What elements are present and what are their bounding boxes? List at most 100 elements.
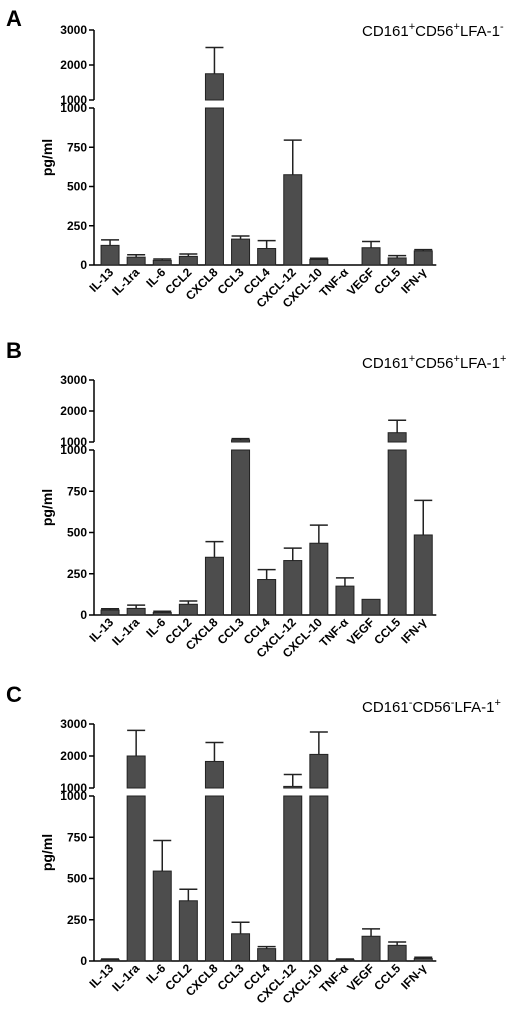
y-tick-label: 3000 — [60, 717, 87, 731]
bar — [361, 247, 381, 266]
x-tick-label: CCL5 — [371, 615, 403, 647]
x-tick-label: IL-1ra — [109, 265, 142, 298]
y-axis-label: pg/ml — [39, 834, 55, 871]
bar — [257, 248, 277, 266]
bar-upper-segment — [283, 785, 303, 789]
bar — [231, 238, 251, 266]
bar — [178, 255, 198, 266]
x-tick-label: VEGF — [344, 961, 377, 994]
bar — [387, 257, 407, 266]
bar — [100, 959, 120, 962]
x-tick-label: CCL3 — [215, 265, 247, 297]
bar — [413, 250, 433, 266]
y-tick-label: 1000 — [60, 781, 87, 795]
bar — [413, 534, 433, 616]
bar — [126, 256, 146, 266]
bar — [309, 795, 329, 962]
x-tick-label: VEGF — [344, 615, 377, 648]
y-tick-label: 500 — [67, 526, 87, 540]
x-tick-label: IL-1ra — [109, 615, 142, 648]
y-axis-label: pg/ml — [39, 139, 55, 176]
bar-upper-segment — [204, 760, 224, 789]
chart-panel-c: C CD161-CD56-LFA-1+ pg/ml 0 250 500 750 1000 100… — [0, 676, 520, 1018]
bar — [283, 174, 303, 266]
y-tick-label: 500 — [67, 872, 87, 886]
y-tick-label: 1000 — [60, 93, 87, 107]
y-tick-label: 250 — [67, 913, 87, 927]
y-tick-label: 750 — [67, 830, 87, 844]
x-tick-label: VEGF — [344, 265, 377, 298]
x-tick-label: IL-1ra — [109, 961, 142, 994]
bar — [178, 900, 198, 962]
bar — [178, 603, 198, 616]
bar-upper-segment — [204, 73, 224, 101]
y-tick-label: 250 — [67, 567, 87, 581]
bar — [100, 244, 120, 266]
bar — [257, 948, 277, 962]
bar-upper-segment — [231, 439, 251, 443]
bar — [335, 585, 355, 616]
bar — [309, 259, 329, 266]
bar — [387, 944, 407, 962]
y-tick-label: 0 — [80, 954, 87, 968]
y-tick-label: 750 — [67, 140, 87, 154]
y-tick-label: 0 — [80, 608, 87, 622]
x-tick-label: CCL5 — [371, 961, 403, 993]
bar — [126, 795, 146, 962]
bar — [204, 795, 224, 962]
bar — [361, 935, 381, 962]
x-tick-label: IFN-γ — [398, 961, 429, 992]
x-tick-label: CCL3 — [215, 615, 247, 647]
bar — [283, 560, 303, 616]
bar-upper-segment — [309, 753, 329, 789]
y-tick-label: 2000 — [60, 749, 87, 763]
x-tick-label: CCL5 — [371, 265, 403, 297]
y-tick-label: 1000 — [60, 101, 87, 115]
y-tick-label: 3000 — [60, 373, 87, 387]
y-tick-label: 1000 — [60, 435, 87, 449]
x-tick-label: CCL3 — [215, 961, 247, 993]
x-tick-label: IFN-γ — [398, 615, 429, 646]
y-tick-label: 750 — [67, 484, 87, 498]
bar — [204, 556, 224, 616]
panel-title: CD161-CD56-LFA-1+ — [362, 697, 501, 716]
bar — [361, 598, 381, 616]
bar — [152, 259, 172, 266]
x-tick-label: IFN-γ — [398, 265, 429, 296]
y-tick-label: 2000 — [60, 58, 87, 72]
y-tick-label: 2000 — [60, 404, 87, 418]
bar-chart-c: C CD161-CD56-LFA-1+ pg/ml 0 250 500 750 1000100… — [6, 682, 501, 1006]
bar-chart-b: B CD161+CD56+LFA-1+ pg/ml 0 250 500 750 1000100… — [6, 338, 506, 660]
bar — [309, 542, 329, 616]
panel-label: A — [6, 6, 22, 31]
y-tick-label: 1000 — [60, 443, 87, 457]
y-tick-label: 250 — [67, 219, 87, 233]
chart-panel-b: B CD161+CD56+LFA-1+ pg/ml 0 250 500 750 1000 100… — [0, 332, 520, 672]
y-tick-label: 0 — [80, 258, 87, 272]
bar — [257, 579, 277, 616]
x-tick-label: TNF-α — [317, 615, 352, 650]
bar-upper-segment — [387, 432, 407, 443]
bar — [231, 449, 251, 616]
bar — [204, 107, 224, 266]
panel-title: CD161+CD56+LFA-1- — [362, 21, 504, 40]
chart-panel-a: A CD161+CD56+LFA-1- pg/ml 0 250 500 750 1000 100… — [0, 0, 520, 330]
y-tick-label: 1000 — [60, 789, 87, 803]
y-tick-label: 3000 — [60, 23, 87, 37]
bar — [335, 959, 355, 962]
bar — [231, 933, 251, 962]
bar — [126, 607, 146, 616]
panel-label: B — [6, 338, 22, 363]
bar — [387, 449, 407, 616]
bar — [413, 958, 433, 962]
y-axis-label: pg/ml — [39, 489, 55, 526]
bar-chart-a: A CD161+CD56+LFA-1- pg/ml 0 250 500 750 1000100… — [6, 6, 504, 310]
bar — [283, 795, 303, 962]
bar — [152, 870, 172, 962]
bar-upper-segment — [126, 755, 146, 789]
panel-title: CD161+CD56+LFA-1+ — [362, 353, 506, 372]
x-tick-label: TNF-α — [317, 265, 352, 300]
y-tick-label: 500 — [67, 180, 87, 194]
panel-label: C — [6, 682, 22, 707]
bar — [152, 612, 172, 616]
